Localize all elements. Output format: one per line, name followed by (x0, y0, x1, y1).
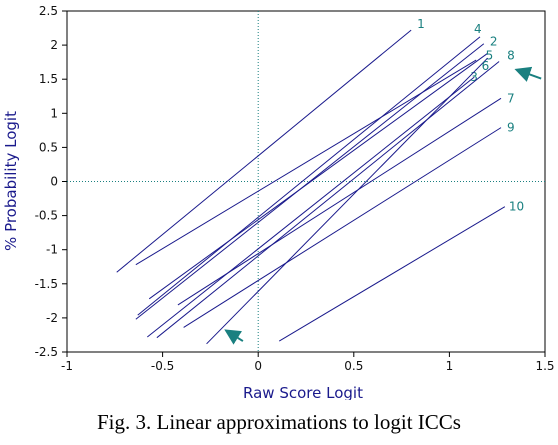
series-line-2 (135, 43, 485, 320)
series-label-7: 7 (507, 91, 515, 105)
chart: -1 -0.5 0 0.5 1 1.5 -2.5 -2 -1.5 -1 -0.5 0 0.5 1 1.5 2 2… (2, 4, 555, 400)
series-label-8: 8 (507, 48, 515, 62)
annotation-arrow (514, 66, 542, 82)
x-tick-label: -0.5 (151, 359, 174, 373)
series-line-1 (116, 29, 412, 273)
series-line-6 (206, 57, 488, 345)
series-line-9 (183, 127, 502, 328)
x-tick-label: 0 (254, 359, 262, 373)
series-line-5 (148, 52, 488, 300)
series-label-6: 6 (482, 59, 490, 73)
series-line-3 (146, 76, 475, 338)
y-tick-label: -1.5 (35, 277, 58, 291)
series-line-10 (278, 206, 506, 342)
series-label-3: 3 (470, 70, 478, 84)
series-line-4 (137, 36, 481, 316)
y-tick-label: 1 (50, 106, 58, 120)
series-label-5: 5 (486, 48, 494, 62)
y-tick-label: -2.5 (35, 345, 58, 359)
series-line (135, 59, 477, 266)
series-label-1: 1 (417, 17, 425, 31)
y-tick-label: 1.5 (39, 72, 58, 86)
y-tick-label: 2 (50, 38, 58, 52)
series-label-10: 10 (509, 200, 524, 214)
y-axis-title: % Probability Logit (2, 111, 20, 251)
x-tick-label: 0.5 (344, 359, 363, 373)
x-tick-label: 1 (446, 359, 454, 373)
x-tick-label: -1 (61, 359, 73, 373)
y-tick-label: 0.5 (39, 140, 58, 154)
y-tick-label: 0 (50, 175, 58, 189)
x-axis-title: Raw Score Logit (243, 384, 363, 400)
x-tick-label: 1.5 (535, 359, 554, 373)
y-tick-label: -1 (46, 243, 58, 257)
y-tick-label: 2.5 (39, 4, 58, 18)
y-tick-label: -2 (46, 311, 58, 325)
series-line-7 (177, 97, 502, 306)
series-label-2: 2 (490, 35, 498, 49)
annotation-arrow (224, 329, 244, 345)
series-line-8 (156, 61, 500, 339)
series-label-4: 4 (474, 22, 482, 36)
figure-caption: Fig. 3. Linear approximations to logit I… (97, 410, 461, 434)
plot-area: -1 -0.5 0 0.5 1 1.5 -2.5 -2 -1.5 -1 -0.5 0 0.5 1 1.5 2 2… (35, 4, 555, 373)
y-tick-label: -0.5 (35, 209, 58, 223)
series-label-9: 9 (507, 121, 515, 135)
